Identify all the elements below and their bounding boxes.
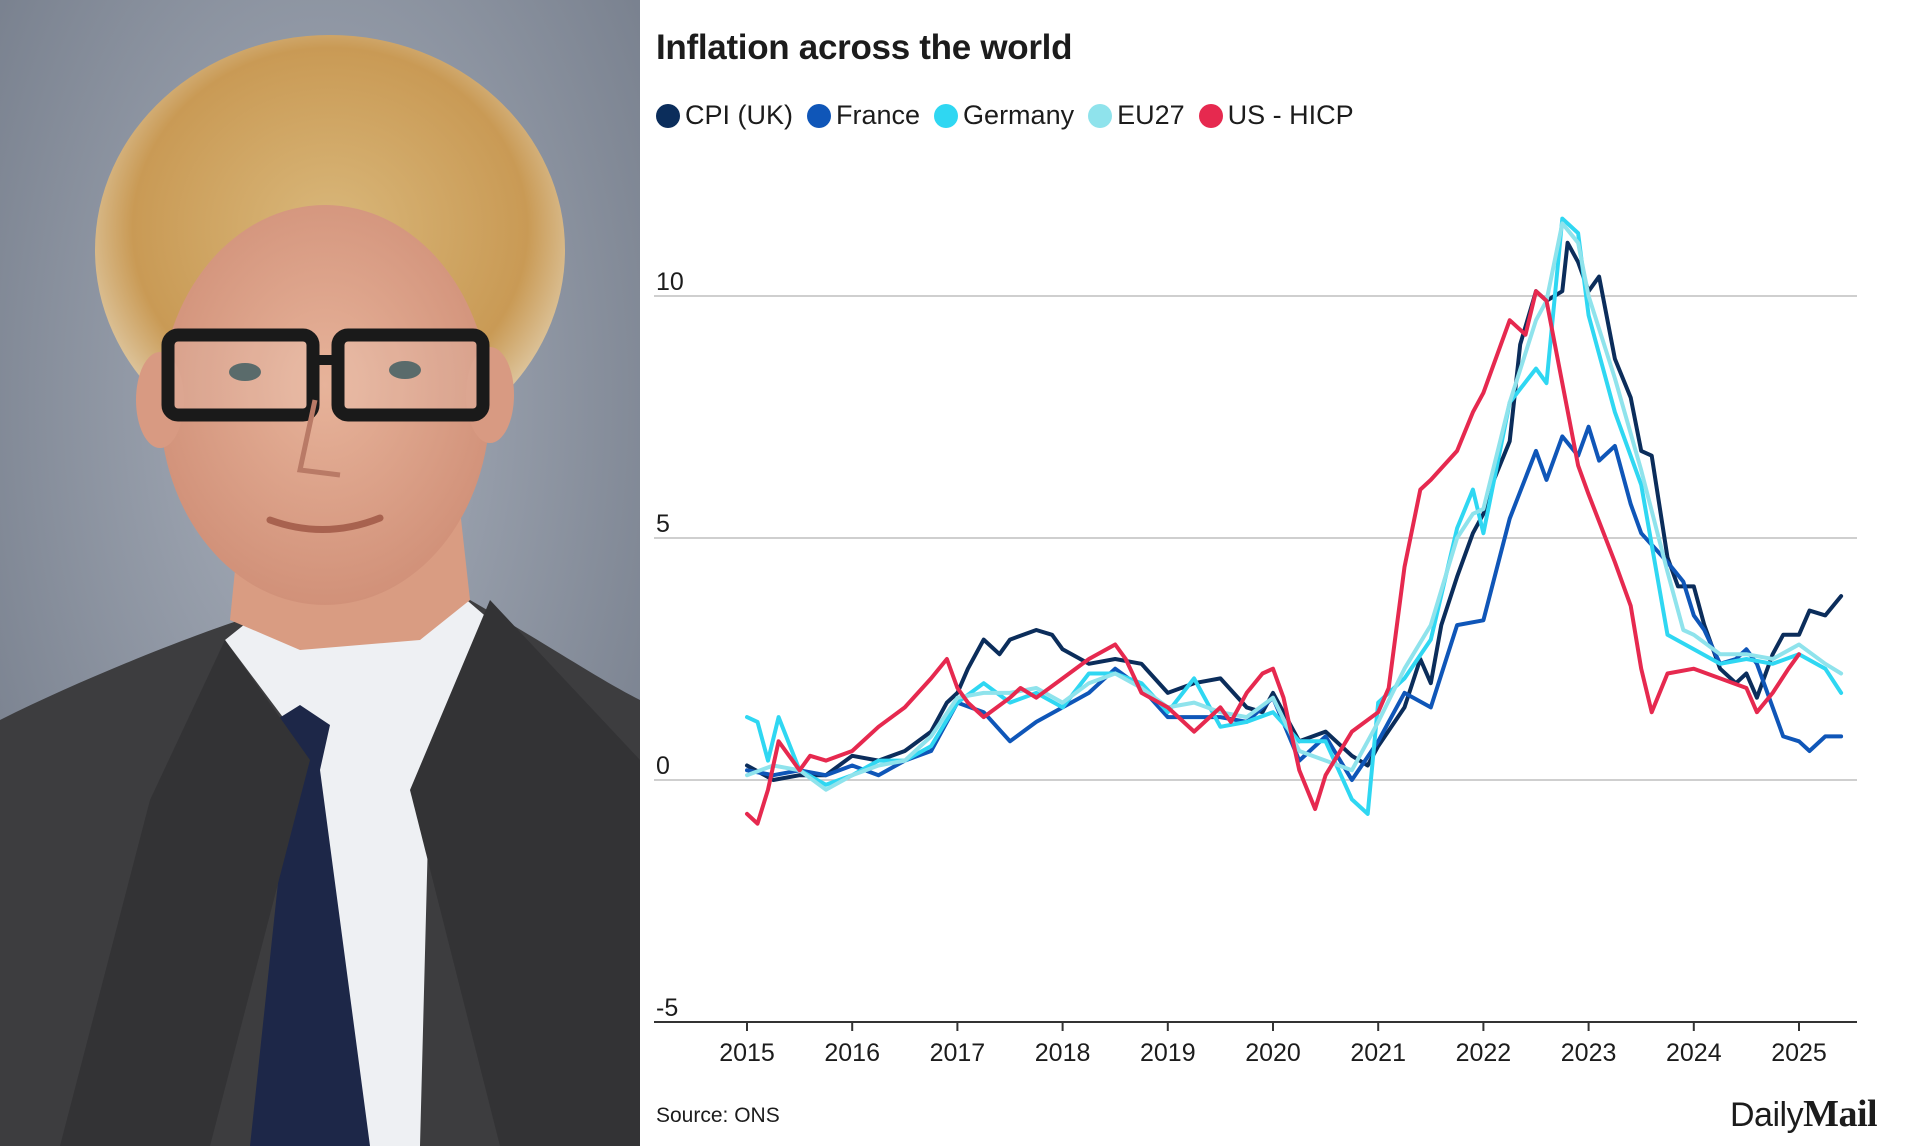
- brand-logo-text-1: Daily: [1730, 1096, 1804, 1134]
- y-tick-label: 0: [656, 752, 670, 780]
- legend-label: France: [836, 100, 921, 130]
- nose: [296, 399, 341, 478]
- legend-label: EU27: [1117, 100, 1185, 130]
- legend-swatch-icon: [807, 103, 831, 128]
- legend-swatch-icon: [1088, 103, 1113, 128]
- legend-label: CPI (UK): [685, 100, 793, 130]
- axes: [654, 1021, 1857, 1031]
- lapel-right: [410, 600, 640, 1146]
- mouth: [266, 514, 384, 534]
- x-tick-label: 2018: [1035, 1039, 1091, 1067]
- source-note: Source: ONS: [656, 1104, 780, 1127]
- x-tick-label: 2016: [824, 1039, 880, 1067]
- necktie: [250, 705, 370, 1146]
- series-line-us-hicp: [745, 289, 1801, 826]
- x-tick-label: 2021: [1350, 1039, 1406, 1067]
- y-tick-label: 5: [656, 510, 670, 538]
- y-tick-label: 10: [656, 268, 684, 296]
- legend-label: Germany: [963, 100, 1075, 130]
- portrait-photo: [0, 0, 640, 1146]
- shirt: [225, 560, 490, 1146]
- x-tick-label: 2020: [1245, 1039, 1301, 1067]
- tick-labels: 10 5 0 -5 2015 2016 2017 2018 2019 2020 2021 2022 20…: [656, 268, 1827, 1067]
- legend-label: US - HICP: [1227, 100, 1354, 130]
- eye-right: [389, 361, 421, 379]
- legend-item-cpi-uk: CPI (UK): [656, 100, 793, 131]
- chart-title: Inflation across the world: [656, 28, 1073, 67]
- legend-swatch-icon: [934, 103, 959, 128]
- series-line-germany: [745, 216, 1844, 816]
- chart-canvas: 10 5 0 -5 2015 2016 2017 2018 2019 2020 2021 2022 20…: [654, 216, 1857, 1067]
- x-tick-label: 2017: [930, 1039, 986, 1067]
- brand-logo: DailyMail: [1730, 1092, 1878, 1136]
- legend-item-france: France: [807, 100, 920, 131]
- x-tick-label: 2023: [1561, 1039, 1617, 1067]
- legend-item-eu27: EU27: [1088, 100, 1185, 131]
- legend: CPI (UK) France Germany EU27 US - HICP: [656, 100, 1368, 131]
- legend-item-us-hicp: US - HICP: [1198, 100, 1354, 131]
- portrait-image: [0, 0, 640, 1146]
- x-tick-label: 2015: [719, 1039, 775, 1067]
- brand-logo-text-2: Mail: [1803, 1093, 1878, 1135]
- face: [160, 205, 490, 605]
- x-tick-label: 2022: [1456, 1039, 1512, 1067]
- x-tick-label: 2024: [1666, 1039, 1722, 1067]
- eye-left: [229, 363, 261, 381]
- lapel-left: [60, 640, 310, 1146]
- legend-swatch-icon: [1198, 103, 1223, 128]
- series-lines: [745, 216, 1844, 826]
- gridlines: [654, 295, 1857, 781]
- x-tick-label: 2025: [1771, 1039, 1827, 1067]
- legend-swatch-icon: [656, 103, 680, 128]
- chart-panel: 10 5 0 -5 2015 2016 2017 2018 2019 2020 2021 2022 20…: [640, 0, 1908, 1146]
- y-tick-label: -5: [656, 994, 678, 1022]
- series-line-eu27: [745, 221, 1844, 792]
- legend-item-germany: Germany: [934, 100, 1074, 131]
- x-tick-label: 2019: [1140, 1039, 1196, 1067]
- series-line-cpi-uk: [745, 240, 1844, 782]
